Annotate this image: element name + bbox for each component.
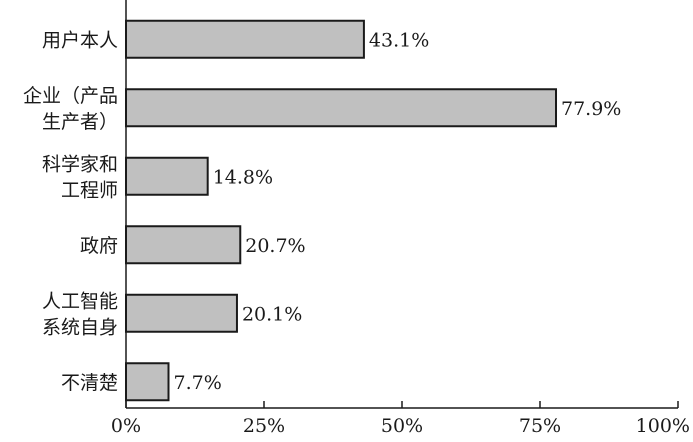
value-label-5: 7.7% bbox=[174, 372, 222, 394]
bar-0 bbox=[125, 19, 365, 59]
bar-1 bbox=[125, 88, 558, 128]
bar-5 bbox=[125, 362, 170, 402]
category-label-4-0: 人工智能 bbox=[42, 290, 118, 312]
value-label-2: 14.8% bbox=[213, 166, 273, 188]
category-label-3-0: 政府 bbox=[80, 235, 118, 257]
x-tick-label-3: 75% bbox=[519, 415, 561, 437]
category-label-1-0: 企业（产品 bbox=[23, 85, 118, 107]
category-label-2-1: 工程师 bbox=[61, 179, 118, 201]
bar-3 bbox=[125, 225, 242, 265]
bar-4 bbox=[125, 293, 238, 333]
x-tick-label-1: 25% bbox=[243, 415, 285, 437]
category-label-2-0: 科学家和 bbox=[42, 153, 118, 175]
value-label-4: 20.1% bbox=[242, 303, 302, 325]
value-label-1: 77.9% bbox=[561, 98, 621, 120]
x-tick-label-0: 0% bbox=[111, 415, 141, 437]
value-label-0: 43.1% bbox=[369, 29, 429, 51]
bar-2 bbox=[125, 156, 209, 196]
x-tick-label-4: 100% bbox=[636, 415, 690, 437]
category-label-4-1: 系统自身 bbox=[42, 316, 118, 338]
value-label-3: 20.7% bbox=[245, 235, 305, 257]
x-tick-label-2: 50% bbox=[381, 415, 423, 437]
category-label-0-0: 用户本人 bbox=[42, 29, 118, 51]
category-label-5-0: 不清楚 bbox=[61, 372, 118, 394]
category-label-1-1: 生产者） bbox=[42, 111, 118, 133]
